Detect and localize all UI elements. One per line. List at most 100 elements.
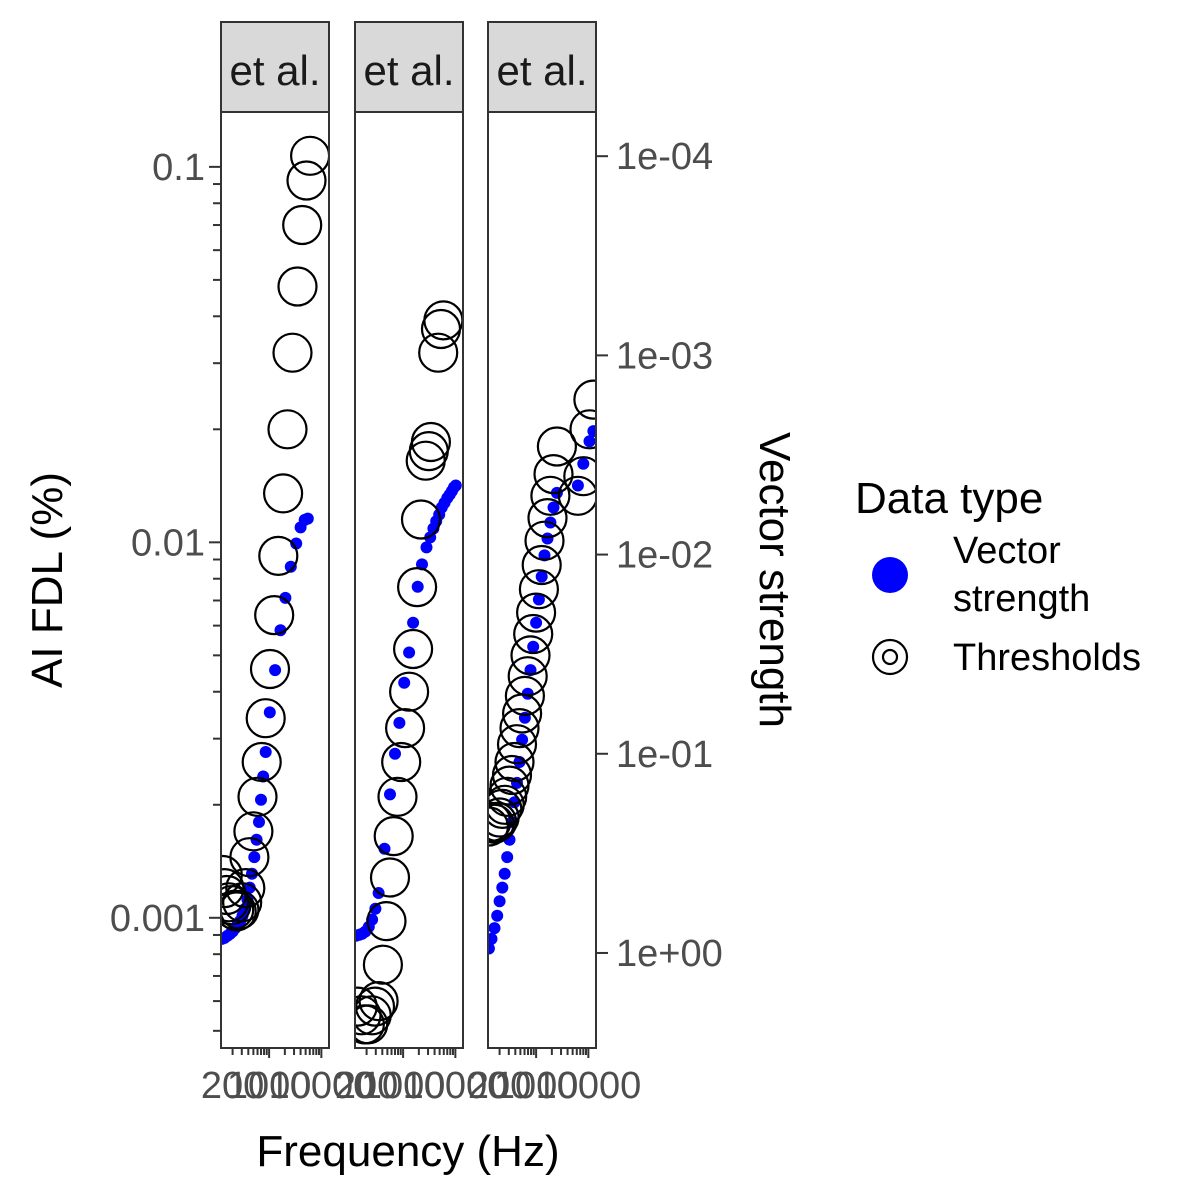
y-tick-label: 0.001 [110, 898, 205, 940]
vector-strength-point [411, 580, 424, 593]
vector-strength-point [571, 479, 584, 492]
threshold-point [377, 776, 418, 817]
threshold-point [282, 204, 323, 246]
threshold-point [527, 497, 568, 539]
vector-strength-point [532, 593, 545, 606]
x-axis-title: Frequency (Hz) [256, 1127, 559, 1176]
panel-border [220, 111, 330, 1049]
vector-strength-point [547, 501, 560, 514]
threshold-point [373, 815, 414, 857]
y2-tick-label: 1e+00 [616, 933, 723, 975]
y2-axis-title: Vector strength [750, 432, 799, 728]
x-tick-label: 200 [335, 1065, 398, 1107]
vector-strength-point [587, 425, 596, 438]
threshold-point [272, 332, 313, 373]
threshold-point [557, 475, 596, 516]
facet-strip-label: et al. [363, 47, 454, 94]
vector-strength-point [255, 793, 267, 806]
vector-strength-point [449, 479, 462, 492]
threshold-point [267, 409, 308, 450]
threshold-point [233, 811, 274, 852]
x-tick-label: 10000 [536, 1065, 642, 1107]
vector-strength-point [403, 646, 416, 659]
threshold-point [381, 741, 422, 783]
threshold-point [418, 332, 459, 373]
y-tick-label: 0.01 [131, 522, 205, 564]
vector-strength-point [498, 867, 511, 880]
legend-title: Data type [855, 474, 1043, 523]
threshold-point [241, 741, 282, 783]
x-tick-label: 1000 [361, 1065, 446, 1107]
vector-strength-point [301, 512, 314, 525]
vector-strength-point [290, 537, 303, 550]
threshold-point [513, 613, 554, 655]
threshold-point [237, 776, 278, 817]
vector-strength-point [488, 942, 495, 955]
x-tick-label: 1000 [227, 1065, 312, 1107]
y-axis-right: 1e-04 1e-03 1e-02 1e-01 1e+00 [596, 136, 723, 975]
vector-strength-point [369, 902, 382, 915]
threshold-point [496, 724, 538, 765]
threshold-point [249, 648, 291, 690]
facet-strip-label: et al. [496, 47, 587, 94]
vector-strength-point [420, 541, 433, 554]
vector-strength-point [263, 706, 276, 719]
vector-strength-point [393, 716, 406, 729]
threshold-point [569, 409, 596, 450]
threshold-point [222, 882, 263, 923]
threshold-point [245, 698, 286, 739]
threshold-point [225, 867, 266, 909]
threshold-point [369, 857, 411, 898]
x-tick-label: 10000 [269, 1065, 375, 1107]
threshold-point [504, 675, 546, 717]
vector-strength-point [496, 881, 509, 894]
legend: Data type Vector strength Thresholds [855, 474, 1141, 679]
threshold-point [286, 160, 327, 201]
vector-strength-point [577, 457, 590, 470]
vector-strength-point [269, 664, 282, 677]
vector-strength-point [407, 616, 420, 629]
vector-strength-point [583, 435, 596, 448]
facet-strip [220, 21, 330, 113]
legend-key-thresholds-outer [871, 638, 909, 676]
threshold-point [530, 475, 571, 516]
vector-strength-point [541, 532, 554, 545]
threshold-point [400, 499, 442, 540]
threshold-point [518, 569, 560, 610]
y-axis-title: AI FDL (%) [23, 472, 72, 688]
threshold-point [290, 135, 329, 176]
y2-tick-label: 1e-04 [616, 136, 713, 178]
threshold-point [563, 456, 596, 497]
panel-border [487, 111, 597, 1049]
vector-strength-point [491, 909, 504, 922]
threshold-point [358, 980, 399, 1022]
threshold-point [499, 707, 540, 749]
threshold-point [258, 535, 299, 577]
facet-strip [354, 21, 464, 113]
threshold-point [221, 891, 257, 932]
threshold-point [263, 473, 304, 514]
vector-strength-point [493, 895, 506, 908]
vector-strength-point [253, 816, 265, 828]
threshold-point [385, 707, 426, 749]
x-tick-label: 200 [201, 1065, 264, 1107]
legend-label-thresholds: Thresholds [953, 637, 1141, 679]
legend-key-vector-strength [872, 557, 908, 593]
vector-strength-point [248, 851, 261, 864]
threshold-point [254, 594, 295, 636]
threshold-point [410, 421, 451, 463]
facet-strip-label: et al. [229, 47, 320, 94]
threshold-point [521, 544, 562, 586]
panel-points [221, 135, 329, 945]
threshold-point [277, 266, 318, 307]
vector-strength-point [389, 747, 401, 760]
threshold-point [366, 900, 407, 942]
vector-strength-point [501, 851, 514, 864]
threshold-point [393, 628, 434, 670]
